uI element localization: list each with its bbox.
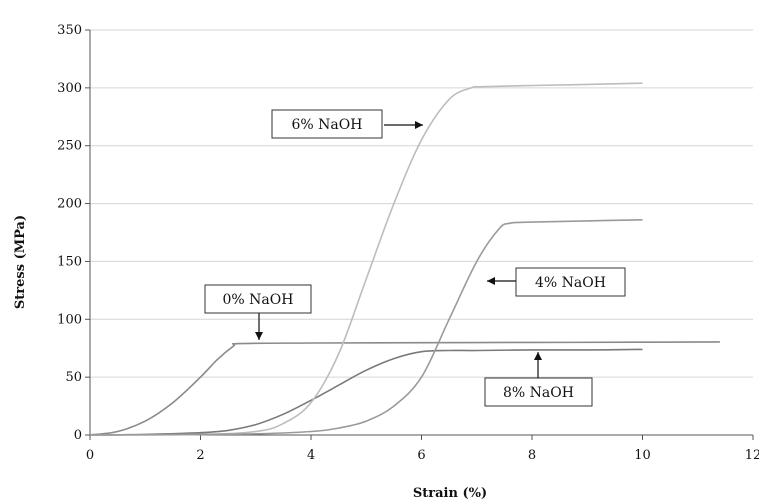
series-line-0-naoh [89, 341, 720, 436]
arrow-head-icon [255, 332, 263, 340]
x-tick-label: 8 [528, 448, 536, 463]
series-line-8-naoh [89, 348, 643, 436]
annotations: 6% NaOH 0% NaOH 4% NaOH 8% NaOH [204, 109, 626, 407]
arrow-head-icon [487, 277, 495, 285]
annotation-label: 0% NaOH [223, 292, 294, 308]
annotation-label: 4% NaOH [535, 275, 606, 291]
arrow-head-icon [534, 352, 542, 360]
y-tick-label: 150 [57, 254, 82, 269]
series-lines [89, 82, 720, 436]
x-axis-label: Strain (%) [413, 486, 487, 501]
annotation-box [515, 267, 626, 297]
tick-labels: 0 50 100 150 200 250 300 350 0 2 4 6 8 10 12 [57, 23, 759, 463]
annotation-0-naoh: 0% NaOH [204, 284, 312, 340]
annotation-8-naoh: 8% NaOH [484, 352, 593, 407]
y-tick-label: 300 [57, 81, 82, 96]
annotation-label: 6% NaOH [292, 117, 363, 133]
grid-lines [90, 29, 753, 378]
axes [85, 29, 754, 440]
x-tick-label: 4 [307, 448, 315, 463]
series-line-6-naoh [89, 82, 643, 436]
arrow-head-icon [415, 121, 423, 129]
annotation-box [204, 284, 312, 314]
annotation-6-naoh: 6% NaOH [271, 109, 423, 139]
y-tick-label: 0 [74, 428, 82, 443]
y-tick-label: 350 [57, 23, 82, 38]
annotation-label: 8% NaOH [503, 385, 574, 401]
y-axis-label: Stress (MPa) [13, 215, 28, 309]
y-tick-label: 200 [57, 197, 82, 212]
series-line-4-naoh [89, 219, 643, 436]
annotation-box [484, 377, 593, 407]
y-tick-label: 250 [57, 139, 82, 154]
y-tick-label: 100 [57, 312, 82, 327]
x-tick-label: 2 [196, 448, 204, 463]
x-tick-label: 10 [634, 448, 651, 463]
x-tick-label: 12 [745, 448, 759, 463]
y-tick-label: 50 [65, 370, 82, 385]
annotation-4-naoh: 4% NaOH [487, 267, 626, 297]
x-tick-label: 0 [86, 448, 94, 463]
x-tick-label: 6 [417, 448, 425, 463]
annotation-box [271, 109, 383, 139]
